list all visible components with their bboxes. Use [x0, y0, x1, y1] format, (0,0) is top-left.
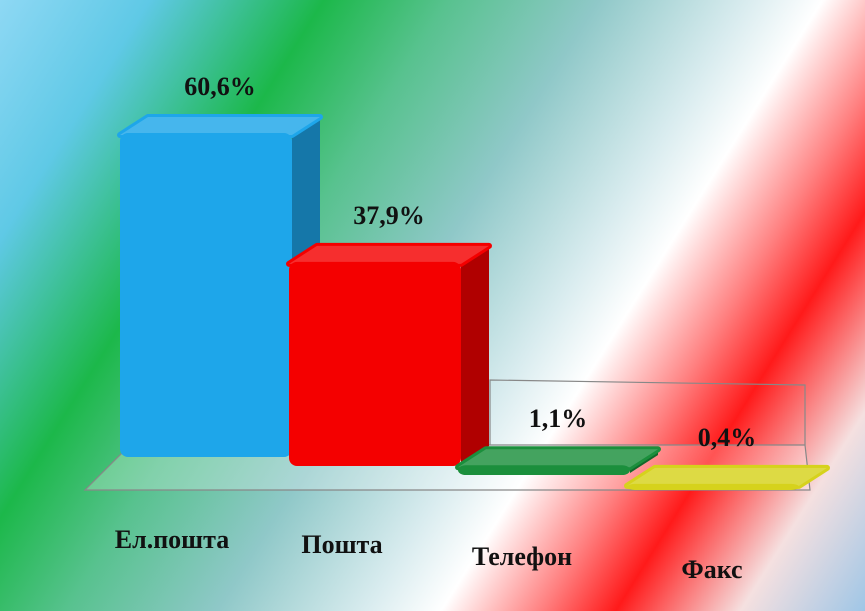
bar-top-shade [458, 449, 658, 468]
value-label: 0,4% [698, 423, 757, 452]
bar-top-shade [120, 117, 320, 135]
bar [289, 261, 461, 466]
value-label: 1,1% [529, 404, 588, 433]
category-label: Ел.пошта [115, 525, 229, 554]
value-label: 37,9% [353, 201, 425, 230]
bar-top-shade [289, 245, 489, 264]
bar [627, 483, 799, 490]
bar [120, 133, 292, 457]
bar-top-shade [627, 467, 827, 486]
bar-side-shade [461, 245, 489, 464]
value-label: 60,6% [184, 72, 256, 101]
category-label: Факс [681, 555, 742, 584]
back-wall [489, 379, 806, 445]
bar-side [461, 245, 489, 464]
bar [458, 465, 630, 475]
category-label: Пошта [301, 530, 382, 559]
category-label: Телефон [472, 542, 572, 571]
